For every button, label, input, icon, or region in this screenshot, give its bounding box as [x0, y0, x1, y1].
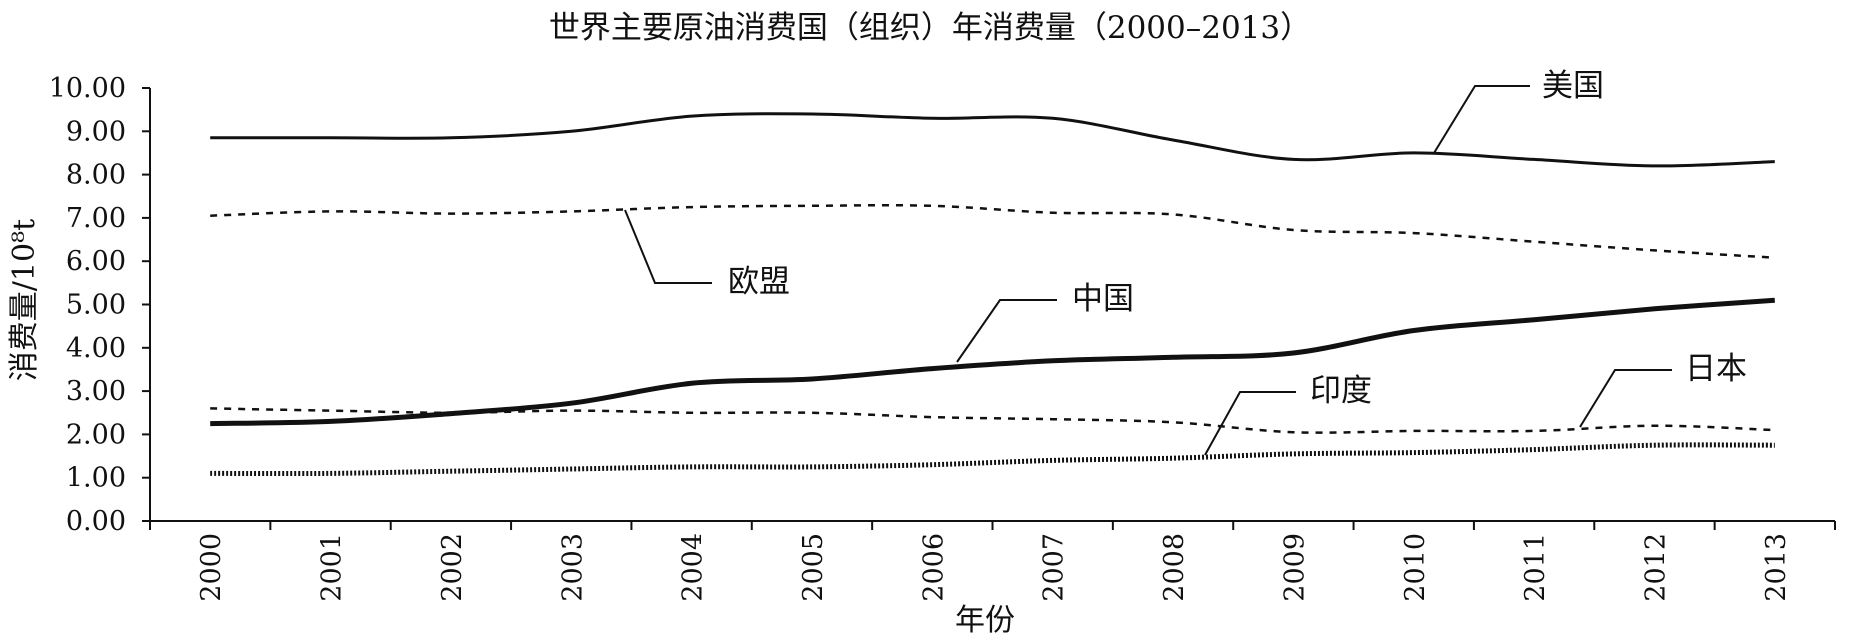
- x-tick-label: 2001: [317, 533, 348, 602]
- x-tick-label: 2011: [1520, 533, 1551, 602]
- x-tick-label: 2004: [678, 533, 709, 602]
- series-label-japan: 日本: [1685, 351, 1747, 387]
- series-label-china: 中国: [1072, 281, 1134, 317]
- x-tick-label: 2003: [557, 533, 588, 602]
- series-line-0: [210, 112, 1775, 168]
- x-tick-label: 2010: [1400, 533, 1431, 602]
- series-line-3: [210, 407, 1775, 434]
- chart-title: 世界主要原油消费国（组织）年消费量（2000–2013）: [549, 10, 1311, 46]
- y-tick-label: 6.00: [66, 246, 126, 277]
- series-label-eu: 欧盟: [728, 264, 790, 300]
- callout-china: 中国: [956, 281, 1134, 363]
- x-axis-label: 年份: [955, 603, 1015, 638]
- y-tick-label: 8.00: [66, 160, 126, 191]
- y-tick-label: 7.00: [66, 203, 126, 234]
- x-tick-label: 2008: [1159, 533, 1190, 602]
- callout-usa: 美国: [1433, 68, 1604, 154]
- y-tick-label: 2.00: [66, 419, 126, 450]
- series-callouts: 美国 欧盟 中国 日本 印度: [624, 68, 1747, 456]
- x-tick-label: 2013: [1761, 533, 1792, 602]
- callout-japan: 日本: [1579, 351, 1747, 428]
- x-tick-label: 2009: [1279, 533, 1310, 602]
- y-tick-label: 3.00: [66, 376, 126, 407]
- x-tick-label: 2012: [1640, 533, 1671, 602]
- x-tick-label: 2005: [798, 533, 829, 602]
- y-tick-label: 1.00: [66, 463, 126, 494]
- y-tick-label: 5.00: [66, 290, 126, 321]
- series-label-india: 印度: [1310, 373, 1372, 409]
- x-axis-ticks: 2000 2001 2002 2003 2004 2005 2006 2007 2008 2009…: [149, 521, 1836, 602]
- y-axis-label: 消费量/10⁸t: [7, 219, 42, 381]
- series-line-4: [210, 442, 1775, 477]
- series-line-2: [210, 297, 1775, 427]
- x-tick-label: 2006: [918, 533, 949, 602]
- series-line-1: [210, 203, 1775, 259]
- x-tick-label: 2000: [196, 533, 227, 602]
- series-lines: [210, 112, 1775, 477]
- callout-eu: 欧盟: [624, 209, 790, 300]
- callout-india: 印度: [1204, 373, 1372, 456]
- y-axis-ticks: 0.00 1.00 2.00 3.00 4.00 5.00 6.00 7.00 8.00 9.00…: [49, 73, 150, 537]
- y-tick-label: 0.00: [66, 506, 126, 537]
- x-tick-label: 2007: [1039, 533, 1070, 602]
- y-tick-label: 4.00: [66, 333, 126, 364]
- x-tick-label: 2002: [437, 533, 468, 602]
- series-label-usa: 美国: [1542, 68, 1604, 104]
- y-tick-label: 10.00: [49, 73, 126, 104]
- y-tick-label: 9.00: [66, 116, 126, 147]
